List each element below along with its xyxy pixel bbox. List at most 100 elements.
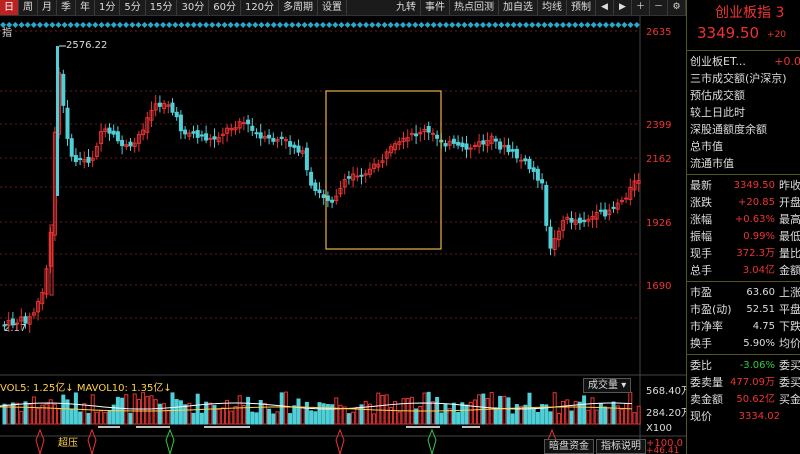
candle-body (472, 144, 477, 147)
y-tick-label: 2162 (646, 154, 671, 165)
stat-key-2: 上涨 (779, 286, 800, 299)
volume-bar (363, 400, 368, 425)
period-tab-9[interactable]: 60分 (209, 0, 241, 15)
candle-body (573, 219, 578, 225)
candle-body (443, 143, 448, 147)
volume-bar (430, 401, 435, 425)
candle-body (351, 173, 356, 181)
volume-bar (594, 409, 599, 425)
candle-body (607, 209, 612, 216)
stat-value: 372.3万 (736, 248, 775, 259)
period-tab-8[interactable]: 30分 (177, 0, 210, 15)
volume-bar (443, 403, 448, 425)
zoom-in-icon[interactable]: ＋ (632, 0, 650, 15)
volume-bar (384, 394, 389, 425)
period-tab-2[interactable]: 月 (38, 0, 57, 15)
toolbar: 日周月季年 1分 5分 15分 30分 60分 120分 多周期 设置 九转 事件 热点回测 加自选 均线… (0, 0, 686, 16)
candle-body (388, 146, 393, 154)
volume-bar (2, 403, 7, 425)
candle-body (489, 135, 494, 144)
market-link-2[interactable]: 较上日此时 (690, 106, 745, 119)
toolbar-tool-5[interactable]: 预制 (567, 0, 596, 15)
signal-marker (335, 428, 345, 454)
candle-body (170, 102, 175, 113)
toolbar-tool-3[interactable]: 加自选 (499, 0, 538, 15)
stat-row: 卖金额 50.62亿 买金 (687, 391, 800, 408)
toolbar-tool-2[interactable]: 热点回测 (450, 0, 499, 15)
candle-body (254, 132, 259, 135)
market-link-3[interactable]: 深股通额度余额 (690, 123, 767, 136)
period-tab-5[interactable]: 1分 (95, 0, 121, 15)
period-tab-11[interactable]: 多周期 (279, 0, 319, 15)
prev-icon[interactable]: ◀ (596, 0, 614, 15)
market-link-4[interactable]: 总市值 (690, 140, 723, 153)
period-tab-0[interactable]: 日 (0, 0, 19, 15)
volume-bar (279, 392, 284, 425)
candle-body (300, 150, 305, 154)
stat-key: 总手 (690, 264, 712, 277)
toolbar-tool-0[interactable]: 九转 (392, 0, 421, 15)
volume-bar (149, 395, 154, 425)
indicator-help-button[interactable]: 指标说明 (596, 439, 646, 454)
period-tab-12[interactable]: 设置 (318, 0, 348, 15)
market-link-0[interactable]: 三市成交额(沪深京) (690, 72, 787, 85)
volume-bar (485, 397, 490, 425)
candle-body (531, 167, 536, 172)
stat-value: 3.04亿 (742, 265, 775, 276)
volume-bar (590, 397, 595, 425)
volume-bar (107, 410, 112, 425)
volume-bar (111, 404, 116, 425)
period-tab-3[interactable]: 季 (57, 0, 76, 15)
related-etf-change: +0.0 (774, 55, 800, 68)
candle-body (598, 209, 603, 212)
volume-bar (346, 413, 351, 425)
stat-key-2: 开盘 (779, 196, 800, 209)
market-link-5[interactable]: 流通市值 (690, 157, 734, 170)
volume-bar (157, 403, 162, 425)
settings-icon[interactable]: ⚙ (668, 0, 686, 15)
y-tick-label: 1690 (646, 281, 671, 292)
candle-body (456, 141, 461, 146)
candle-body (220, 133, 225, 136)
candle-body (216, 137, 221, 143)
period-tab-7[interactable]: 15分 (146, 0, 178, 15)
related-etf-row[interactable]: 创业板ET... +0.0 (687, 53, 800, 70)
stat-value: -3.06% (739, 360, 775, 371)
volume-bar (439, 412, 444, 425)
volume-bar (61, 394, 66, 425)
toolbar-tool-1[interactable]: 事件 (421, 0, 450, 15)
toolbar-tool-4[interactable]: 均线 (538, 0, 567, 15)
stat-key-2: 金额 (779, 264, 800, 277)
stat-value: 3334.02 (738, 411, 780, 422)
volume-bar (615, 405, 620, 425)
stat-key-2: 最高 (779, 213, 800, 226)
period-tab-1[interactable]: 周 (19, 0, 38, 15)
candle-body (611, 206, 616, 209)
stat-value: 3349.50 (733, 180, 775, 191)
volume-indicator-select[interactable]: 成交量 ▾ (583, 378, 632, 393)
period-tab-6[interactable]: 5分 (120, 0, 146, 15)
candle-body (241, 122, 246, 125)
stat-value: 0.99% (743, 231, 775, 242)
volume-axis-label: 568.40万 (646, 386, 686, 397)
candle-body (204, 133, 209, 141)
candle-body (624, 197, 629, 200)
stat-key-2: 平盘 (779, 303, 800, 316)
period-tab-4[interactable]: 年 (76, 0, 95, 15)
stat-key: 委比 (690, 359, 712, 372)
stat-row: 最新 3349.50 昨收 (687, 177, 800, 194)
volume-bar (514, 404, 519, 425)
next-icon[interactable]: ▶ (614, 0, 632, 15)
index-label: 指 (2, 26, 12, 39)
period-tab-10[interactable]: 120分 (241, 0, 280, 15)
volume-bar (99, 410, 104, 425)
candle-body (103, 128, 108, 132)
volume-axis-label: 284.20万 (646, 408, 686, 419)
market-link-1[interactable]: 预估成交额 (690, 89, 745, 102)
volume-bar (296, 398, 301, 425)
stat-key: 卖金额 (690, 393, 723, 406)
kline-chart[interactable]: 2635 2399 2162 1926 1690 指 2576.22 2.17 568.40万 2… (0, 0, 686, 454)
volume-bar (351, 411, 356, 425)
dark-pool-button[interactable]: 暗盘资金 (544, 439, 594, 454)
zoom-out-icon[interactable]: － (650, 0, 668, 15)
